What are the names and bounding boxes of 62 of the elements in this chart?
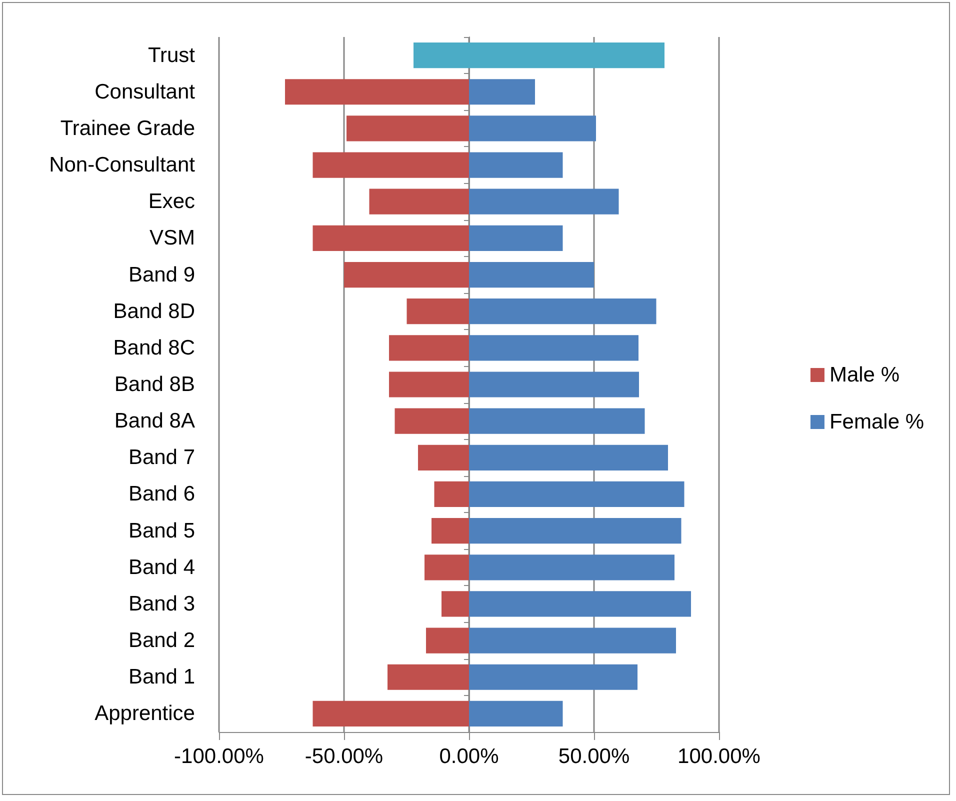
bar [406, 298, 469, 324]
y-tick-label: Band 5 [128, 519, 195, 542]
bar [469, 554, 674, 580]
bar [469, 518, 682, 544]
legend-label: Male % [829, 364, 900, 386]
bar [432, 518, 469, 544]
y-tick-label: Non-Consultant [49, 154, 196, 177]
bar [312, 225, 469, 251]
y-tick-label: Band 8D [113, 300, 195, 323]
bar [469, 408, 645, 434]
bar [469, 628, 676, 654]
y-tick-label: Band 8B [114, 373, 195, 396]
y-tick-label: Band 9 [128, 263, 195, 286]
y-tick-label: Band 3 [128, 592, 195, 616]
bar [394, 408, 469, 434]
bar [469, 262, 594, 288]
bar [469, 591, 691, 617]
bar [369, 188, 469, 214]
bar [434, 481, 469, 508]
bar [285, 79, 469, 105]
legend-label: Female % [829, 410, 924, 434]
y-tick-label: Consultant [94, 80, 196, 104]
y-tick-label: Band 1 [128, 666, 195, 689]
y-tick-label: VSM [149, 226, 195, 250]
x-tick-label: 100.00% [678, 745, 760, 768]
bar [388, 664, 469, 690]
bar [346, 116, 469, 142]
bar [469, 481, 684, 508]
bar [469, 152, 563, 178]
bar [469, 188, 619, 214]
bar [418, 444, 469, 470]
y-tick-label: Band 7 [128, 446, 195, 470]
bar [469, 298, 656, 324]
y-tick-label: Exec [148, 190, 195, 214]
bar [389, 372, 469, 398]
bar [469, 444, 668, 470]
x-tick-label: 0.00% [439, 745, 499, 768]
bar [469, 372, 639, 398]
bar [389, 335, 469, 361]
y-tick-label: Band 2 [128, 629, 195, 652]
y-tick-label: Trust [148, 44, 196, 67]
bar [312, 152, 469, 178]
x-tick-label: -100.00% [174, 745, 264, 768]
bar [312, 700, 469, 727]
y-tick-label: Band 8A [114, 410, 195, 433]
bar [442, 591, 469, 617]
y-tick-label: Band 4 [128, 556, 196, 579]
bar [469, 225, 563, 251]
bar [469, 700, 563, 727]
y-tick-label: Apprentice [94, 702, 195, 726]
y-tick-label: Trainee Grade [60, 116, 195, 140]
bar [344, 262, 469, 288]
y-tick-label: Band 6 [128, 482, 195, 506]
bar [426, 628, 469, 654]
bar [469, 79, 535, 105]
bar [469, 664, 638, 690]
y-tick-label: Band 8C [113, 336, 195, 360]
x-tick-label: -50.00% [304, 745, 384, 768]
bar [469, 116, 596, 142]
x-tick-label: 50.00% [558, 745, 630, 768]
bar [424, 554, 469, 580]
bar [469, 335, 638, 361]
